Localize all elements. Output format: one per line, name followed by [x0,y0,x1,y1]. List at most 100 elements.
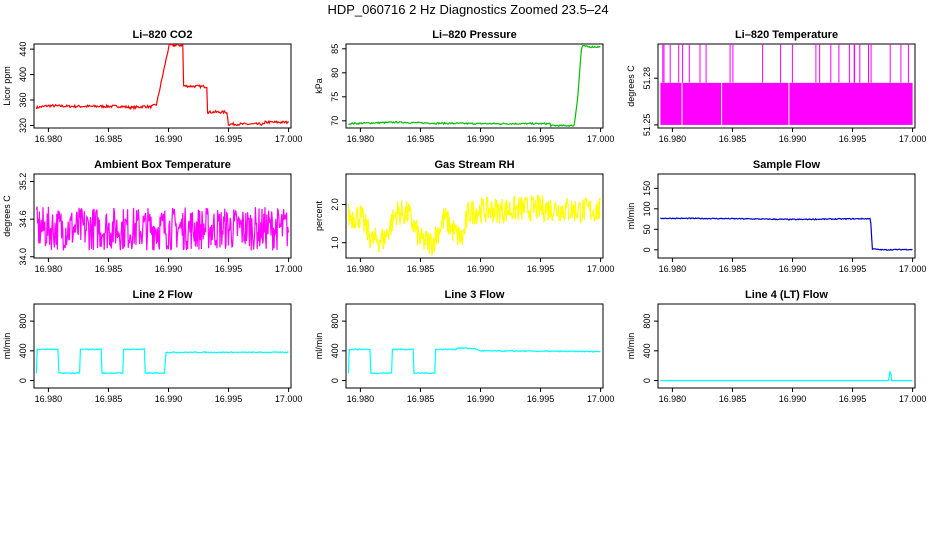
series-line [660,217,913,251]
x-tick-label: 16.985 [407,394,435,404]
chart-title: Ambient Box Temperature [94,159,231,171]
x-tick-label: 16.980 [35,264,63,274]
page-title: HDP_060716 2 Hz Diagnostics Zoomed 23.5–… [327,2,609,17]
y-tick-label: 34.6 [18,210,28,228]
x-tick-label: 16.980 [659,264,687,274]
series-line [35,206,289,251]
chart-title: Sample Flow [753,159,821,171]
chart-panel: Sample Flow ml/min 16.980 16.985 16.990 16.99… [626,159,926,274]
y-tick-label: 70 [330,116,340,126]
x-tick-label: 16.995 [527,134,555,144]
x-tick-label: 16.995 [215,264,243,274]
chart-title: Li–820 Pressure [432,29,516,41]
y-tick-label: 360 [18,92,28,107]
x-tick-label: 16.990 [467,264,495,274]
y-axis-label: ml/min [2,333,12,360]
x-tick-label: 16.990 [779,394,807,404]
y-tick-label: 85 [330,44,340,54]
plot-frame [33,303,292,389]
x-tick-label: 17.000 [899,264,927,274]
x-tick-label: 17.000 [587,134,615,144]
series-line [660,370,913,382]
x-tick-label: 16.990 [467,134,495,144]
chart-panel: Line 4 (LT) Flow ml/min 16.980 16.985 16.990… [626,289,926,404]
x-tick-label: 16.990 [779,134,807,144]
y-tick-label: 400 [18,343,28,358]
chart-title: Line 3 Flow [445,289,505,301]
x-tick-label: 17.000 [587,394,615,404]
series-band [660,82,913,125]
chart-title: Li–820 Temperature [735,29,838,41]
x-tick-label: 17.000 [275,134,303,144]
x-tick-label: 16.985 [719,394,747,404]
plot-frame [345,303,604,389]
y-axis-label: degrees C [2,195,12,237]
x-tick-label: 17.000 [899,394,927,404]
x-tick-label: 16.990 [155,134,183,144]
x-tick-label: 16.995 [527,264,555,274]
series-line [35,44,289,127]
y-tick-label: 2.0 [330,198,340,211]
chart-panel: Li–820 CO2 Licor ppm 16.980 16.985 16.990 16.… [2,29,302,144]
plot-frame [657,43,916,129]
y-tick-label: 51.25 [642,114,652,137]
plot-frame [657,173,916,259]
y-axis-label: kPa [314,78,324,94]
plot-frame [657,303,916,389]
y-tick-label: 320 [18,118,28,133]
x-tick-label: 16.985 [95,134,123,144]
plot-frame [345,43,604,129]
x-tick-label: 16.985 [407,264,435,274]
y-axis-label: degrees C [626,65,636,107]
x-tick-label: 16.985 [719,264,747,274]
plot-frame [33,43,292,129]
x-tick-label: 17.000 [587,264,615,274]
x-tick-label: 17.000 [899,134,927,144]
x-tick-label: 16.990 [155,264,183,274]
series-line [35,347,289,375]
chart-panel: Li–820 Temperature degrees C 16.980 16.985 1… [626,29,926,144]
x-tick-label: 16.980 [347,264,375,274]
x-tick-label: 17.000 [275,264,303,274]
y-axis-label: Licor ppm [2,66,12,106]
x-tick-label: 16.995 [839,264,867,274]
x-tick-label: 16.980 [347,394,375,404]
chart-panel: Li–820 Pressure kPa 16.980 16.985 16.990 16.9… [314,29,614,144]
x-tick-label: 16.980 [659,394,687,404]
y-tick-label: 150 [642,181,652,196]
y-tick-label: 0 [18,378,28,383]
y-tick-label: 75 [330,92,340,102]
x-tick-label: 16.980 [35,394,63,404]
y-tick-label: 51.28 [642,67,652,90]
chart-title: Li–820 CO2 [133,29,193,41]
x-tick-label: 16.980 [347,134,375,144]
chart-panel: Ambient Box Temperature degrees C 16.980 16… [2,159,302,274]
y-tick-label: 0 [330,378,340,383]
chart-panel: Line 3 Flow ml/min 16.980 16.985 16.990 16.99… [314,289,614,404]
chart-title: Gas Stream RH [434,159,514,171]
y-tick-label: 80 [330,68,340,78]
chart-panel: Line 2 Flow ml/min 16.980 16.985 16.990 16.99… [2,289,302,404]
y-tick-label: 800 [642,314,652,329]
x-tick-label: 16.985 [719,134,747,144]
series-line [347,346,601,375]
plot-frame [33,173,292,259]
y-axis-label: ml/min [626,333,636,360]
series-line [347,194,601,256]
series-spikes [662,44,909,83]
y-tick-label: 0 [642,378,652,383]
x-tick-label: 16.985 [407,134,435,144]
y-tick-label: 400 [18,67,28,82]
x-tick-label: 16.980 [659,134,687,144]
y-axis-label: percent [314,200,324,231]
series-line [348,44,601,128]
y-tick-label: 35.2 [18,173,28,191]
x-tick-label: 16.985 [95,394,123,404]
plot-frame [345,173,604,259]
x-tick-label: 16.990 [779,264,807,274]
y-tick-label: 100 [642,201,652,216]
x-tick-label: 16.995 [215,394,243,404]
y-tick-label: 50 [642,224,652,234]
x-tick-label: 16.980 [35,134,63,144]
